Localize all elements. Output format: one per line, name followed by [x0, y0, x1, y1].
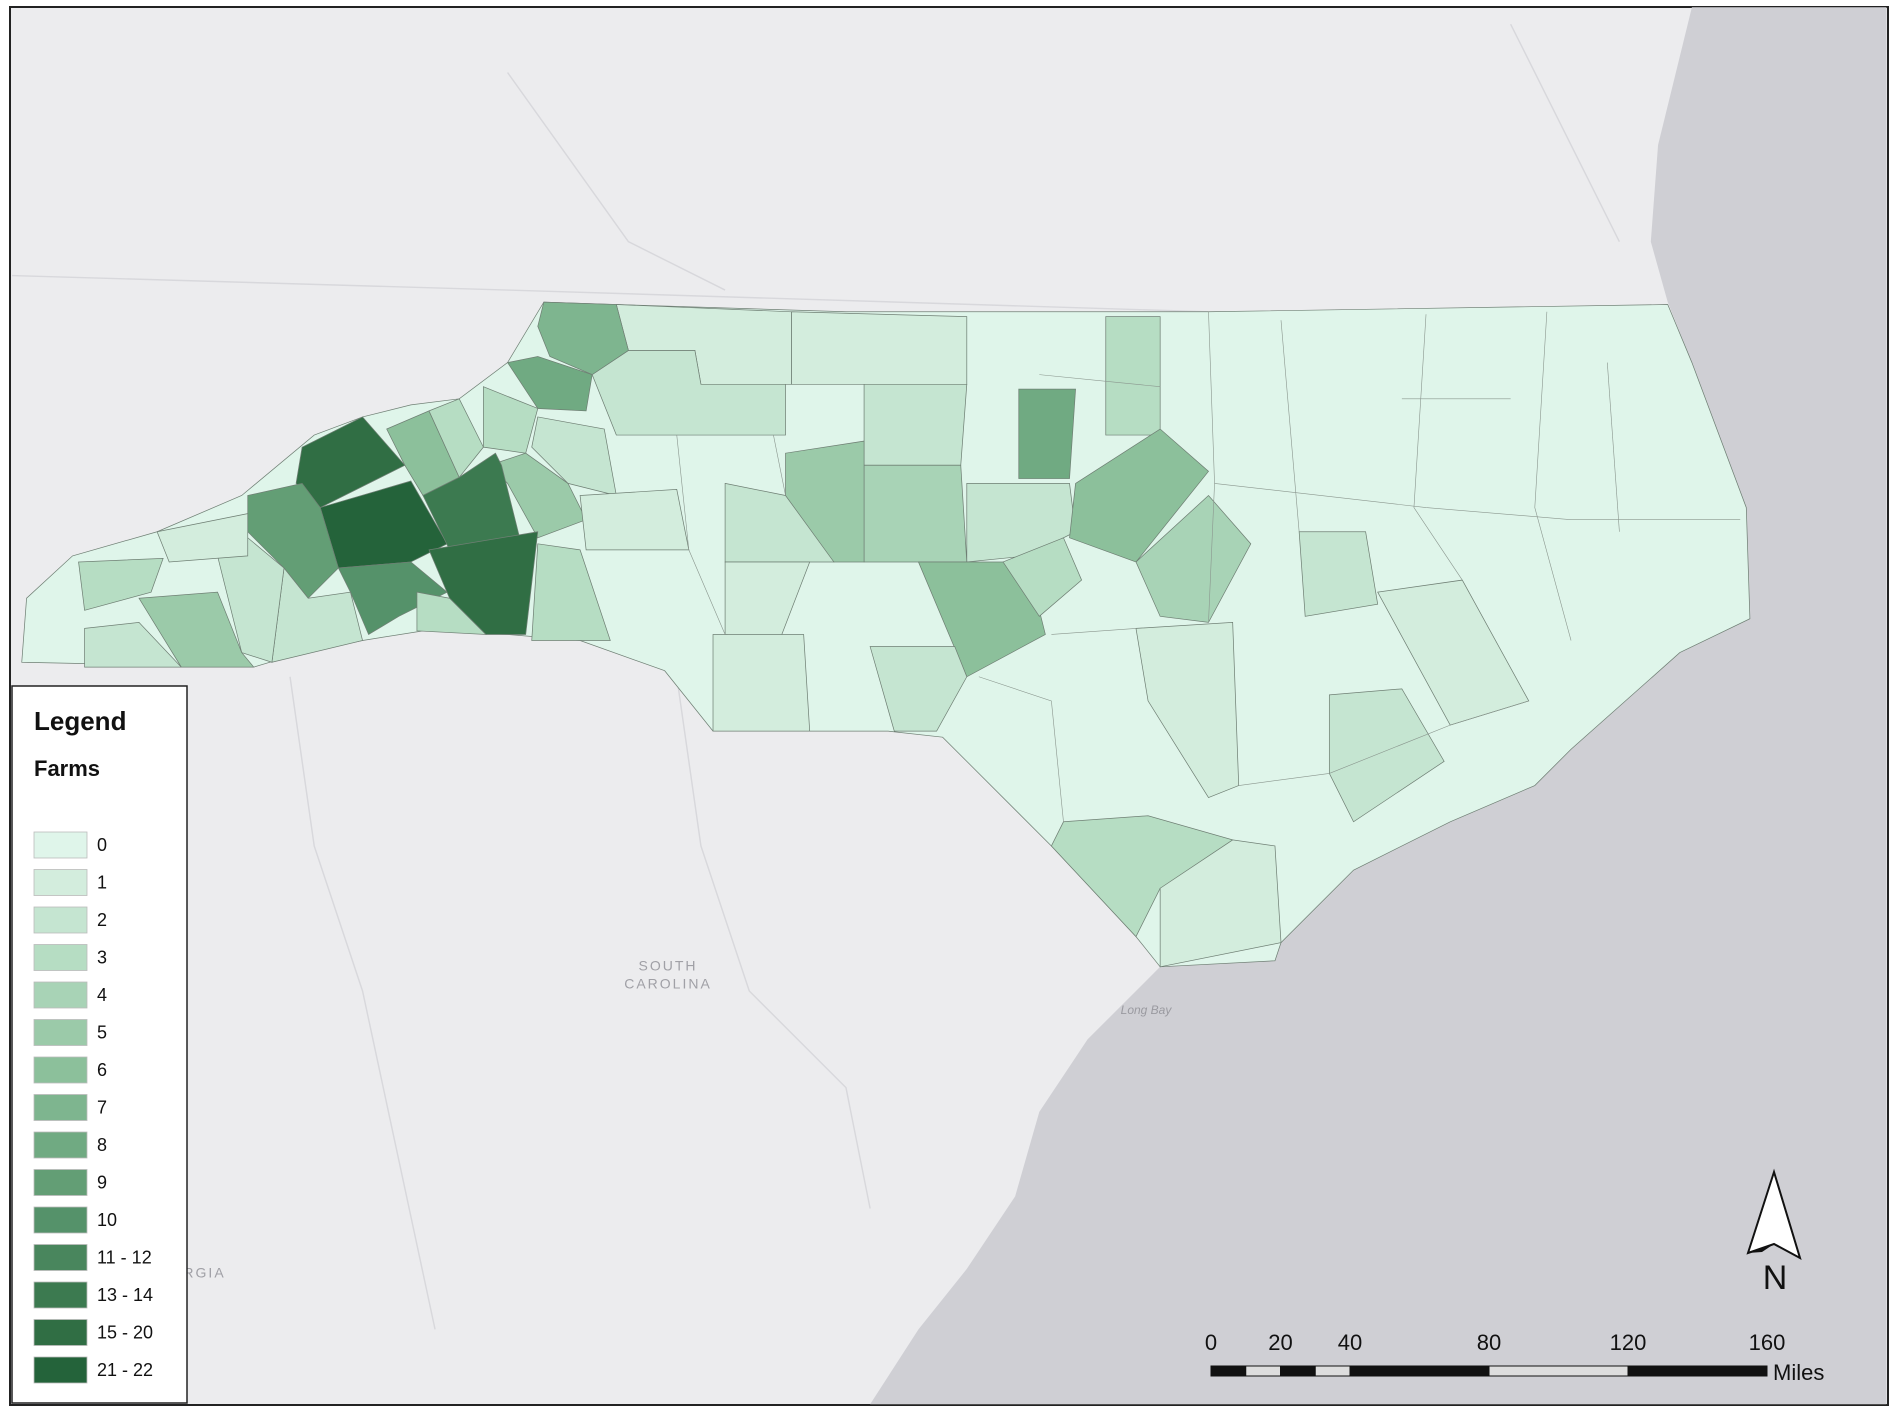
legend-label: 1 [97, 872, 107, 892]
legend-swatch [33, 1206, 88, 1234]
legend-swatch [33, 869, 88, 896]
water-label: Long Bay [1121, 1003, 1173, 1017]
legend-swatch [33, 1019, 88, 1046]
scale-segment [1245, 1365, 1281, 1377]
scale-tick-label: 120 [1610, 1330, 1647, 1355]
legend-swatch [33, 1356, 88, 1384]
legend-swatch [33, 1094, 88, 1121]
scale-segment [1210, 1365, 1247, 1377]
ocean [870, 7, 1887, 1405]
legend: Legend Farms 0 1 2 3 4 5 6 7 8 9 10 11 - 12 13 - 14 1… [11, 685, 188, 1404]
scale-segment [1314, 1365, 1351, 1377]
legend-label: 2 [97, 910, 107, 930]
scale-tick-label: 20 [1268, 1330, 1292, 1355]
legend-label: 5 [97, 1022, 107, 1042]
legend-field: Farms [34, 756, 100, 781]
legend-label: 3 [97, 947, 107, 967]
scale-tick-label: 80 [1477, 1330, 1501, 1355]
state-label: CAROLINA [624, 976, 712, 992]
legend-label: 13 - 14 [97, 1285, 153, 1305]
scale-tick-label: 160 [1749, 1330, 1786, 1355]
legend-label: 8 [97, 1135, 107, 1155]
scale-segment [1488, 1365, 1629, 1377]
scale-segment [1627, 1365, 1768, 1377]
legend-label: 9 [97, 1172, 107, 1192]
legend-label: 10 [97, 1210, 117, 1230]
legend-swatch [33, 1319, 88, 1346]
legend-swatch [33, 1244, 88, 1271]
legend-swatch [33, 906, 88, 934]
legend-swatch [33, 1056, 88, 1084]
county-lines [676, 311, 1741, 822]
legend-label: 21 - 22 [97, 1360, 153, 1380]
counties [78, 301, 1530, 968]
basemap [12, 7, 1887, 1405]
legend-swatch [33, 1281, 88, 1309]
legend-swatch [33, 981, 88, 1009]
legend-title: Legend [34, 706, 126, 736]
legend-swatch [33, 1131, 88, 1159]
legend-label: 11 - 12 [97, 1247, 152, 1267]
north-arrow-base [1748, 1244, 1774, 1253]
scale-bar: 0 20 40 80 120 160 Miles [1205, 1330, 1824, 1385]
legend-label: 7 [97, 1097, 107, 1117]
legend-label: 0 [97, 835, 107, 855]
scale-tick-label: 40 [1338, 1330, 1362, 1355]
scale-segment [1349, 1365, 1490, 1377]
legend-swatch [33, 944, 88, 971]
legend-label: 6 [97, 1060, 107, 1080]
scale-unit: Miles [1773, 1360, 1824, 1385]
north-arrow: N [1746, 1168, 1802, 1297]
legend-swatch [33, 831, 88, 859]
legend-label: 4 [97, 985, 107, 1005]
legend-label: 15 - 20 [97, 1322, 153, 1342]
legend-swatch [33, 1169, 88, 1196]
north-label: N [1763, 1259, 1788, 1297]
state-label: SOUTH [639, 958, 698, 974]
background-lines [12, 23, 1621, 1330]
scale-segment [1280, 1365, 1316, 1377]
scale-tick-label: 0 [1205, 1330, 1217, 1355]
